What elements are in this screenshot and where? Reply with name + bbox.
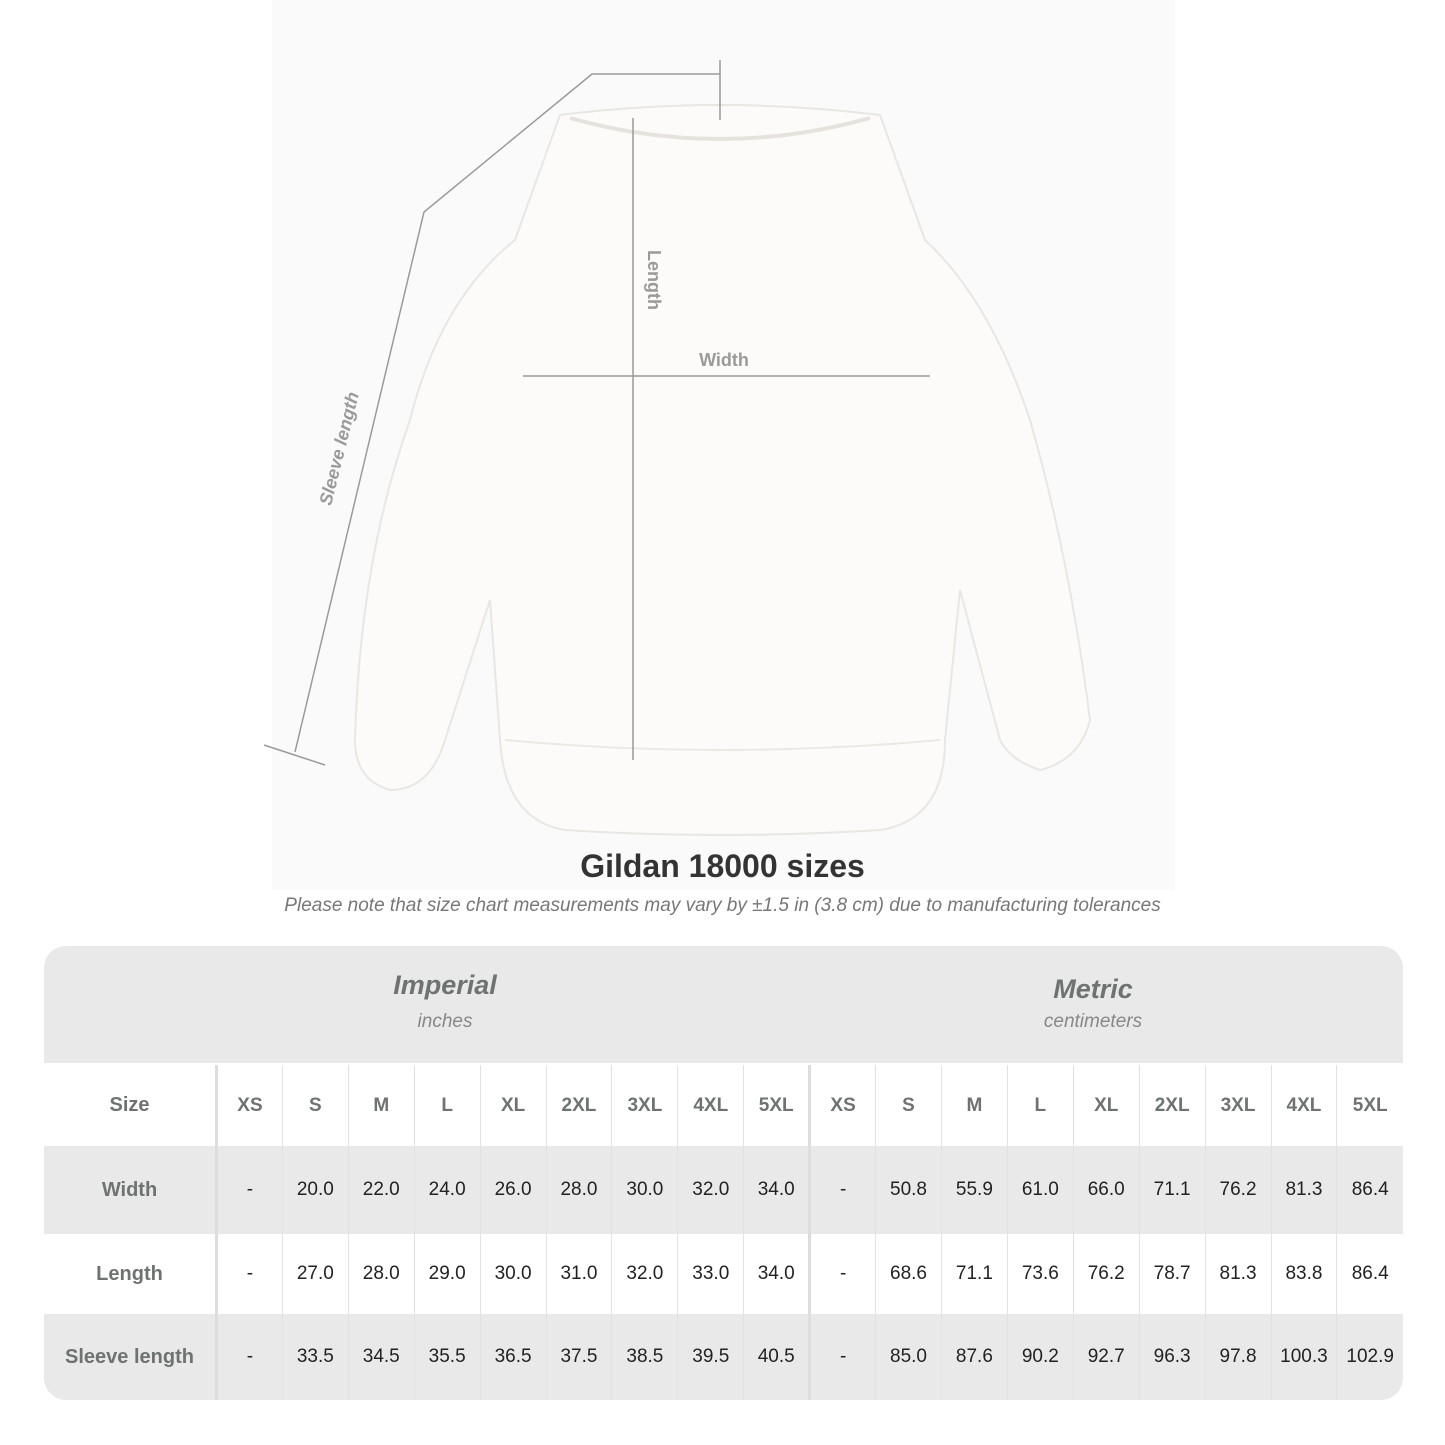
imperial-size-header: 2XL	[545, 1065, 612, 1146]
imperial-cell: 37.5	[545, 1314, 612, 1400]
imperial-title: Imperial	[393, 970, 497, 1000]
metric-cell: 86.4	[1336, 1146, 1403, 1234]
imperial-cell: 26.0	[479, 1146, 547, 1234]
metric-cell: 102.9	[1336, 1314, 1403, 1400]
imperial-cell: 34.0	[743, 1146, 810, 1234]
metric-cell: 96.3	[1138, 1314, 1206, 1400]
metric-cell: 50.8	[875, 1146, 942, 1234]
metric-cell: 100.3	[1270, 1314, 1337, 1400]
metric-cell: 66.0	[1072, 1146, 1140, 1234]
metric-cell: 83.8	[1270, 1234, 1337, 1314]
imperial-size-header: S	[281, 1065, 349, 1146]
imperial-cell: -	[216, 1146, 283, 1234]
metric-cell: 92.7	[1072, 1314, 1140, 1400]
metric-size-header: 2XL	[1138, 1065, 1206, 1146]
imperial-cell: 29.0	[413, 1234, 481, 1314]
imperial-size-header: XL	[479, 1065, 547, 1146]
size-table: Size XS S M L XL 2XL 3XL 4XL 5XL XS S M L XL 2XL 3XL 4XL 5…	[44, 1065, 1403, 1400]
imperial-cell: 20.0	[281, 1146, 349, 1234]
imperial-cell: -	[216, 1314, 283, 1400]
metric-cell: 68.6	[875, 1234, 942, 1314]
metric-size-header: XS	[808, 1065, 876, 1146]
imperial-size-header: L	[413, 1065, 481, 1146]
imperial-cell: 27.0	[281, 1234, 349, 1314]
metric-size-header: L	[1006, 1065, 1074, 1146]
row-label: Width	[44, 1146, 218, 1234]
imperial-cell: 38.5	[611, 1314, 678, 1400]
metric-cell: -	[808, 1234, 876, 1314]
imperial-cell: 22.0	[347, 1146, 415, 1234]
imperial-cell: -	[216, 1234, 283, 1314]
metric-size-header: 4XL	[1270, 1065, 1337, 1146]
metric-size-header: XL	[1072, 1065, 1140, 1146]
imperial-header: Imperial inches	[215, 970, 675, 1033]
imperial-cell: 30.0	[611, 1146, 678, 1234]
size-label: Size	[44, 1065, 218, 1146]
metric-cell: 87.6	[940, 1314, 1008, 1400]
metric-cell: 76.2	[1204, 1146, 1271, 1234]
metric-size-header: M	[940, 1065, 1008, 1146]
metric-cell: 73.6	[1006, 1234, 1074, 1314]
imperial-cell: 36.5	[479, 1314, 547, 1400]
imperial-cell: 28.0	[545, 1146, 612, 1234]
width-label: Width	[699, 350, 749, 370]
metric-cell: 85.0	[875, 1314, 942, 1400]
imperial-cell: 40.5	[743, 1314, 810, 1400]
tolerance-note: Please note that size chart measurements…	[284, 895, 1161, 916]
metric-cell: -	[808, 1146, 876, 1234]
table-row: Width -20.0 22.0 24.0 26.0 28.0 30.0 32.0 34.0-5…	[44, 1146, 1403, 1234]
imperial-size-header: 3XL	[611, 1065, 678, 1146]
metric-cell: 86.4	[1336, 1234, 1403, 1314]
imperial-cell: 24.0	[413, 1146, 481, 1234]
row-label: Length	[44, 1234, 218, 1314]
imperial-cell: 33.5	[281, 1314, 349, 1400]
metric-cell: 90.2	[1006, 1314, 1074, 1400]
metric-cell: 97.8	[1204, 1314, 1271, 1400]
metric-cell: 76.2	[1072, 1234, 1140, 1314]
table-row: Sleeve length -33.5 34.5 35.5 36.5 37.5 38.5 39…	[44, 1314, 1403, 1400]
unit-header-band: Imperial inches Metric centimeters	[44, 946, 1403, 1063]
metric-cell: -	[808, 1314, 876, 1400]
imperial-size-header: 4XL	[677, 1065, 744, 1146]
sweatshirt-image	[353, 104, 1092, 836]
imperial-cell: 30.0	[479, 1234, 547, 1314]
imperial-cell: 35.5	[413, 1314, 481, 1400]
metric-title: Metric	[1053, 974, 1133, 1004]
table-row: Length -27.0 28.0 29.0 30.0 31.0 32.0 33.0 34.0-…	[44, 1234, 1403, 1314]
imperial-cell: 32.0	[677, 1146, 744, 1234]
imperial-cell: 31.0	[545, 1234, 612, 1314]
chart-title: Gildan 18000 sizes	[580, 848, 865, 884]
imperial-size-header: M	[347, 1065, 415, 1146]
imperial-cell: 28.0	[347, 1234, 415, 1314]
imperial-size-header: 5XL	[743, 1065, 810, 1146]
imperial-cell: 32.0	[611, 1234, 678, 1314]
metric-cell: 71.1	[940, 1234, 1008, 1314]
imperial-cell: 33.0	[677, 1234, 744, 1314]
metric-unit: centimeters	[1043, 1011, 1143, 1032]
imperial-size-header: XS	[216, 1065, 283, 1146]
size-table-panel: Imperial inches Metric centimeters Size X…	[44, 946, 1403, 1400]
imperial-cell: 39.5	[677, 1314, 744, 1400]
imperial-cell: 34.5	[347, 1314, 415, 1400]
metric-header: Metric centimeters	[808, 974, 1378, 1033]
metric-cell: 55.9	[940, 1146, 1008, 1234]
metric-cell: 71.1	[1138, 1146, 1206, 1234]
sleeve-length-line	[294, 73, 720, 753]
metric-cell: 78.7	[1138, 1234, 1206, 1314]
metric-cell: 81.3	[1270, 1146, 1337, 1234]
metric-size-header: 5XL	[1336, 1065, 1403, 1146]
imperial-unit: inches	[417, 1011, 473, 1032]
metric-size-header: S	[875, 1065, 942, 1146]
sweatshirt-diagram: Length Width Sleeve length	[263, 60, 1092, 836]
metric-cell: 81.3	[1204, 1234, 1271, 1314]
size-header-row: Size XS S M L XL 2XL 3XL 4XL 5XL XS S M L XL 2XL 3XL 4XL 5…	[44, 1065, 1403, 1146]
metric-cell: 61.0	[1006, 1146, 1074, 1234]
row-label: Sleeve length	[44, 1314, 218, 1400]
imperial-cell: 34.0	[743, 1234, 810, 1314]
metric-size-header: 3XL	[1204, 1065, 1271, 1146]
length-label: Length	[644, 250, 664, 310]
